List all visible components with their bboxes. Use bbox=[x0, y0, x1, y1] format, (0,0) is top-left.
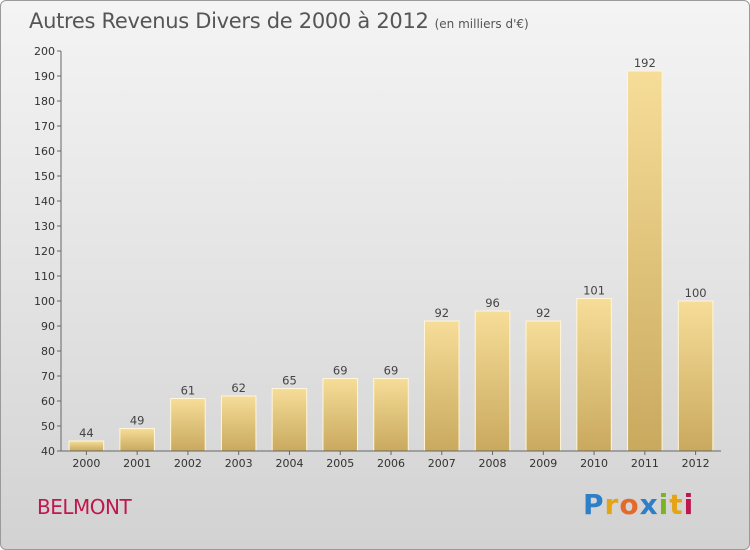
y-tick-label: 40 bbox=[41, 445, 55, 458]
chart-title-text: Autres Revenus Divers de 2000 à 2012 bbox=[29, 9, 429, 33]
y-tick-label: 180 bbox=[34, 95, 55, 108]
x-tick-label: 2009 bbox=[529, 457, 557, 470]
bar bbox=[627, 70, 663, 452]
x-tick-label: 2007 bbox=[428, 457, 456, 470]
x-tick-label: 2001 bbox=[123, 457, 151, 470]
y-tick-label: 100 bbox=[34, 295, 55, 308]
commune-name: BELMONT bbox=[37, 495, 132, 519]
axes-group: 40 50 60 70 80 90 100 110 120 130 140 150 160 170 180 1… bbox=[34, 45, 721, 470]
bar-data-label: 192 bbox=[634, 56, 656, 70]
bar bbox=[373, 378, 409, 452]
y-tick-label: 90 bbox=[41, 320, 55, 333]
bar-data-label: 65 bbox=[282, 374, 297, 388]
y-tick-label: 110 bbox=[34, 270, 55, 283]
x-tick-label: 2006 bbox=[377, 457, 405, 470]
bar bbox=[68, 440, 105, 452]
x-tick-label: 2003 bbox=[225, 457, 253, 470]
bar bbox=[677, 300, 714, 452]
bar-data-label: 69 bbox=[384, 364, 399, 378]
y-tick-label: 60 bbox=[41, 395, 55, 408]
bar bbox=[170, 398, 206, 452]
bar bbox=[525, 320, 562, 452]
y-tick-label: 160 bbox=[34, 145, 55, 158]
y-tick-label: 200 bbox=[34, 45, 55, 58]
bar bbox=[474, 310, 511, 452]
bar bbox=[576, 298, 612, 452]
bar bbox=[220, 395, 257, 452]
y-tick-label: 150 bbox=[34, 170, 55, 183]
bar-data-label: 92 bbox=[536, 306, 551, 320]
x-tick-label: 2012 bbox=[682, 457, 710, 470]
logo-letter: t bbox=[669, 488, 684, 521]
x-tick-label: 2004 bbox=[275, 457, 303, 470]
logo-letter: i bbox=[683, 488, 695, 521]
logo-letter: o bbox=[619, 488, 640, 521]
bar-data-label: 61 bbox=[181, 384, 196, 398]
bar bbox=[271, 388, 308, 452]
y-tick-label: 170 bbox=[34, 120, 55, 133]
y-tick-label: 190 bbox=[34, 70, 55, 83]
y-tick-label: 130 bbox=[34, 220, 55, 233]
y-tick-label: 140 bbox=[34, 195, 55, 208]
bar-data-label: 44 bbox=[79, 426, 94, 440]
y-tick-label: 70 bbox=[41, 370, 55, 383]
bar-data-label: 49 bbox=[130, 414, 145, 428]
bar-data-label: 101 bbox=[583, 284, 605, 298]
bar-data-label: 100 bbox=[685, 286, 707, 300]
logo-letter: i bbox=[658, 488, 670, 521]
bars-group: 44 49 61 62 65 69 69 92 96 92 101 192 100 bbox=[68, 56, 714, 452]
bar-data-label: 96 bbox=[485, 296, 500, 310]
x-tick-label: 2000 bbox=[72, 457, 100, 470]
bar bbox=[424, 320, 460, 452]
bar-data-label: 69 bbox=[333, 364, 348, 378]
chart-title: Autres Revenus Divers de 2000 à 2012 (en … bbox=[29, 9, 529, 33]
x-tick-label: 2010 bbox=[580, 457, 608, 470]
y-tick-label: 50 bbox=[41, 420, 55, 433]
y-tick-label: 80 bbox=[41, 345, 55, 358]
chart-subtitle: (en milliers d'€) bbox=[434, 17, 529, 31]
proxiti-logo: Proxiti bbox=[583, 488, 694, 521]
bar bbox=[322, 378, 358, 452]
bar-data-label: 92 bbox=[434, 306, 449, 320]
x-tick-label: 2005 bbox=[326, 457, 354, 470]
x-tick-label: 2008 bbox=[479, 457, 507, 470]
x-tick-label: 2002 bbox=[174, 457, 202, 470]
logo-letter: x bbox=[639, 488, 659, 521]
logo-letter: P bbox=[583, 488, 605, 521]
y-tick-label: 120 bbox=[34, 245, 55, 258]
x-tick-label: 2011 bbox=[631, 457, 659, 470]
bar bbox=[119, 428, 155, 452]
bar-data-label: 62 bbox=[231, 381, 246, 395]
logo-letter: r bbox=[604, 488, 620, 521]
